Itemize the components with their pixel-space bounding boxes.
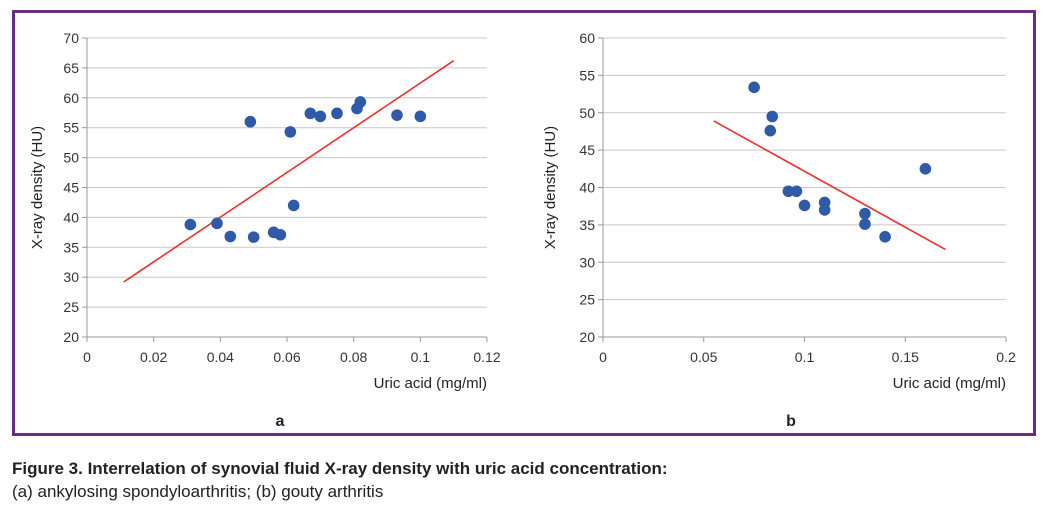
chart-b-panel-label: b xyxy=(786,413,796,430)
chart-a-x-tick-label: 0.02 xyxy=(140,349,167,365)
chart-b-data-point xyxy=(798,199,811,212)
chart-b-y-tick-label: 50 xyxy=(579,105,595,121)
caption-text: (a) ankylosing spondyloarthritis; (b) go… xyxy=(12,482,384,501)
chart-a-y-tick-label: 65 xyxy=(63,60,79,76)
chart-b-data-point xyxy=(919,163,932,175)
chart-b-y-tick-label: 45 xyxy=(579,142,595,158)
chart-a-data-point xyxy=(244,115,257,128)
chart-a-x-tick-label: 0.12 xyxy=(473,349,500,365)
chart-a-trendline xyxy=(123,60,455,283)
chart-a-data-point xyxy=(211,217,223,230)
chart-b-y-tick-label: 20 xyxy=(579,329,595,345)
chart-a-y-tick-label: 70 xyxy=(63,30,79,46)
chart-a-group: 20 25 30 35 40 45 50 55 60 65 70 0 0.02 0.04 0.06 0.08 0… xyxy=(29,30,501,430)
chart-a-x-axis-title: Uric acid (mg/ml) xyxy=(374,375,487,392)
chart-b-data-point xyxy=(764,124,777,137)
chart-a-y-tick-label: 45 xyxy=(63,180,79,196)
chart-a-data-point xyxy=(224,230,237,243)
chart-a-y-tick-label: 50 xyxy=(63,150,79,166)
chart-a-y-tick-label: 20 xyxy=(63,329,79,345)
chart-a-data-point xyxy=(331,107,343,120)
chart-a-y-tick-label: 30 xyxy=(63,269,79,285)
chart-b-y-tick-label: 55 xyxy=(579,67,595,83)
chart-a-data-point xyxy=(314,110,327,123)
chart-b-data-point xyxy=(859,207,871,220)
chart-a-data-point xyxy=(287,199,300,212)
chart-b-y-axis-title: X-ray density (HU) xyxy=(542,126,559,249)
chart-a-panel-label: a xyxy=(276,413,285,430)
chart-a-data-point xyxy=(304,107,317,120)
chart-a-data-point xyxy=(414,110,427,123)
chart-a-y-tick-label: 25 xyxy=(63,299,79,315)
chart-b-data-point xyxy=(748,81,760,94)
chart-b-x-tick-label: 0.1 xyxy=(795,349,815,365)
chart-b-x-axis-title: Uric acid (mg/ml) xyxy=(893,375,1006,392)
chart-b-x-tick-label: 0.2 xyxy=(996,349,1016,365)
chart-a-data-point xyxy=(391,109,403,121)
chart-a-x-tick-label: 0.1 xyxy=(411,349,431,365)
chart-b-x-tick-label: 0 xyxy=(599,349,607,365)
chart-a-y-tick-label: 55 xyxy=(63,120,79,136)
chart-a-data-point xyxy=(284,126,297,138)
chart-b-y-tick-label: 25 xyxy=(579,292,595,308)
chart-b-y-tick-label: 30 xyxy=(579,254,595,270)
chart-a-y-tick-label: 35 xyxy=(63,239,79,255)
chart-a-y-axis-title: X-ray density (HU) xyxy=(29,126,46,249)
chart-b-y-tick-label: 60 xyxy=(579,30,595,46)
chart-a-data-point xyxy=(274,228,287,241)
chart-a-x-tick-label: 0 xyxy=(83,349,91,365)
caption-title: Figure 3. Interrelation of synovial flui… xyxy=(12,459,668,478)
chart-a-x-tick-label: 0.04 xyxy=(207,349,234,365)
chart-a-x-tick-label: 0.06 xyxy=(273,349,300,365)
chart-b-x-tick-label: 0.05 xyxy=(690,349,717,365)
chart-b-y-tick-label: 35 xyxy=(579,217,595,233)
chart-b-data-point xyxy=(879,231,891,243)
chart-b-data-point xyxy=(818,204,831,216)
chart-b-data-point xyxy=(782,185,795,198)
chart-b-y-tick-label: 40 xyxy=(579,180,595,196)
chart-a-y-tick-label: 60 xyxy=(63,90,79,106)
chart-b-trendline xyxy=(713,120,946,251)
chart-b-x-tick-label: 0.15 xyxy=(892,349,919,365)
chart-a-data-point xyxy=(184,218,197,231)
chart-b-data-point xyxy=(766,110,779,123)
chart-a-data-point xyxy=(247,231,260,243)
figure-caption: Figure 3. Interrelation of synovial flui… xyxy=(12,457,1042,503)
chart-a-x-tick-label: 0.08 xyxy=(340,349,367,365)
charts-canvas: 20 25 30 35 40 45 50 55 60 65 70 0 0.02 0.04 0.06 0.08 0… xyxy=(29,30,1016,430)
chart-a-data-point xyxy=(354,96,367,108)
chart-b-data-point xyxy=(859,218,871,230)
chart-a-y-tick-label: 40 xyxy=(63,209,79,225)
chart-b-group: 20 25 30 35 40 45 50 55 60 0 0.05 0.1 0.15 0.2 Uric ac… xyxy=(542,30,1016,430)
chart-b-data-point xyxy=(790,185,803,198)
